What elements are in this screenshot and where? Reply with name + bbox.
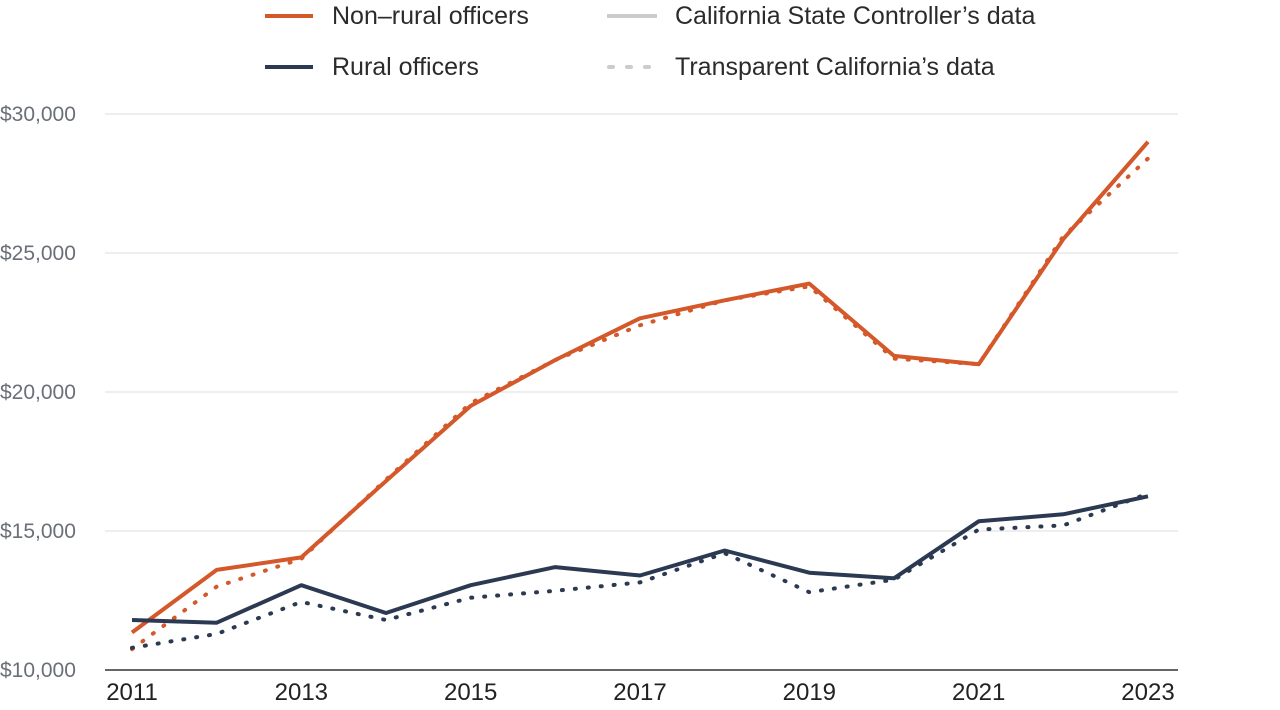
y-tick-label: $30,000 (0, 103, 76, 126)
series-lines (130, 140, 1150, 652)
y-tick-label: $15,000 (0, 520, 76, 543)
series-line-rural-state-controller (131, 494, 1149, 625)
y-tick-label: $20,000 (0, 381, 76, 404)
y-axis: $10,000 $15,000 $20,000 $25,000 $30,000 (0, 103, 76, 682)
x-tick-label: 2023 (1121, 679, 1174, 706)
x-axis: 2011 2013 2015 2017 2019 2021 2023 (105, 669, 1178, 706)
y-tick-label: $10,000 (0, 659, 76, 682)
y-tick-label: $25,000 (0, 242, 76, 265)
x-tick-label: 2017 (613, 679, 666, 706)
legend-label-rural: Rural officers (332, 53, 479, 81)
x-tick-label: 2011 (106, 679, 158, 706)
legend-label-state-controller: California State Controller’s data (675, 2, 1035, 30)
legend-label-non-rural: Non–rural officers (332, 2, 529, 30)
legend: Non–rural officers California State Cont… (265, 2, 1035, 81)
x-tick-label: 2013 (275, 679, 328, 706)
x-tick-label: 2019 (783, 679, 836, 706)
x-tick-label: 2021 (952, 679, 1005, 706)
x-tick-label: 2015 (444, 679, 497, 706)
series-line-non-rural-state-controller (130, 140, 1150, 635)
series-line-rural-transparent-california (130, 491, 1150, 650)
legend-label-transparent-california: Transparent California’s data (675, 53, 995, 81)
gridlines (105, 113, 1178, 532)
